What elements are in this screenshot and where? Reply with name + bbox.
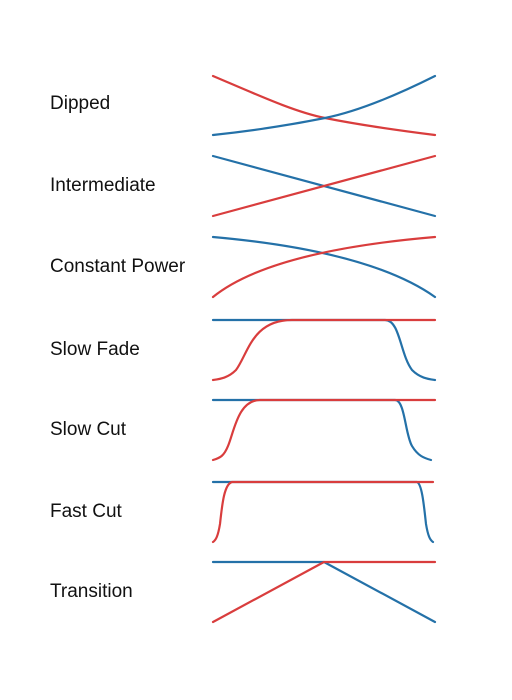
fade-out-curve xyxy=(211,480,435,544)
fade-in-curve xyxy=(211,560,437,624)
fade-out-curve xyxy=(211,74,437,137)
curve-plot-constant-power xyxy=(211,235,437,299)
curve-row-slow-fade: Slow Fade xyxy=(0,314,512,386)
fade-out-curve xyxy=(211,398,433,462)
curve-label-dipped: Dipped xyxy=(50,93,111,114)
fade-out-curve xyxy=(211,235,437,299)
curve-label-constant-power: Constant Power xyxy=(50,256,186,277)
curve-row-fast-cut: Fast Cut xyxy=(0,476,512,548)
curve-row-constant-power: Constant Power xyxy=(0,231,512,303)
curve-label-slow-cut: Slow Cut xyxy=(50,419,127,440)
curve-plot-dipped xyxy=(211,74,437,137)
curve-plot-fast-cut xyxy=(211,480,435,544)
curve-label-intermediate: Intermediate xyxy=(50,175,156,196)
curve-plot-intermediate xyxy=(211,154,437,218)
fade-in-curve xyxy=(211,74,437,137)
curve-plot-transition xyxy=(211,560,437,624)
curve-plot-slow-cut xyxy=(211,398,437,462)
fade-in-curve xyxy=(211,480,435,544)
fade-in-curve xyxy=(211,154,437,218)
curve-row-intermediate: Intermediate xyxy=(0,150,512,222)
fade-in-curve xyxy=(211,398,437,462)
curve-plot-slow-fade xyxy=(211,318,437,382)
fade-in-curve xyxy=(211,318,437,382)
fade-in-curve xyxy=(211,235,437,299)
curve-row-transition: Transition xyxy=(0,556,512,628)
curve-label-fast-cut: Fast Cut xyxy=(50,501,122,522)
curve-label-transition: Transition xyxy=(50,581,133,602)
curve-row-dipped: Dipped xyxy=(0,68,512,140)
fade-out-curve xyxy=(211,560,437,624)
curve-label-slow-fade: Slow Fade xyxy=(50,339,140,360)
fade-out-curve xyxy=(211,318,437,382)
curve-row-slow-cut: Slow Cut xyxy=(0,394,512,466)
